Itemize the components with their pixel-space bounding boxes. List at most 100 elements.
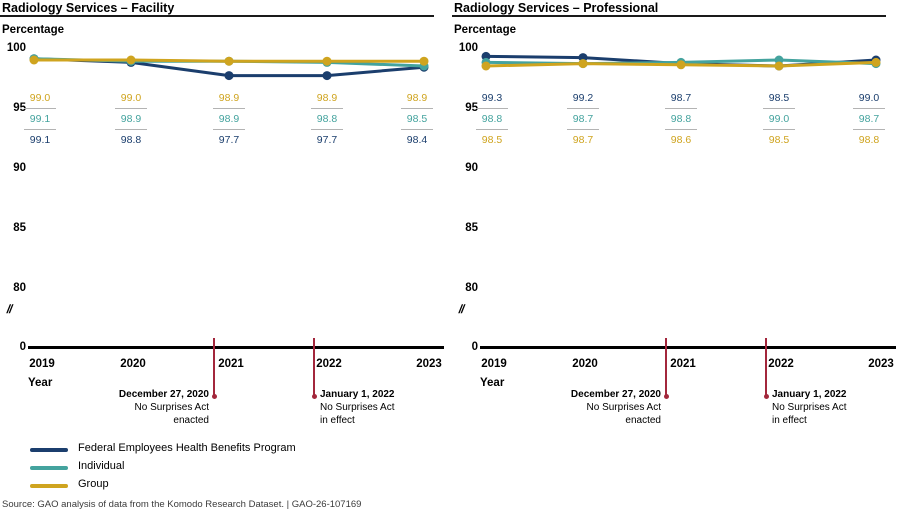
annotation-line xyxy=(313,338,315,396)
chart-title: Radiology Services – Facility xyxy=(2,1,175,15)
data-point-marker-group xyxy=(578,59,588,69)
annotation-date: January 1, 2022 xyxy=(772,389,847,400)
y-tick-label: 80 xyxy=(13,282,26,294)
annotation-dot xyxy=(763,394,769,399)
data-label-group: 98.7 xyxy=(572,134,594,146)
data-label-individual: 98.8 xyxy=(665,113,697,130)
data-label-individual: 99.0 xyxy=(763,113,795,130)
x-axis-line xyxy=(480,346,896,349)
data-label-column: 99.2 98.7 98.7 xyxy=(559,92,607,150)
y-tick-label: 80 xyxy=(465,282,478,294)
data-point-marker-group xyxy=(322,56,332,66)
data-label-group: 99.0 xyxy=(24,92,56,109)
data-point-marker-group xyxy=(224,56,234,66)
legend-label: Individual xyxy=(78,460,125,472)
data-point-marker-fehb xyxy=(224,71,234,81)
professional-chart: Radiology Services – Professional Percen… xyxy=(452,0,900,440)
y-axis-title: Percentage xyxy=(454,24,517,36)
data-label-fehb: 97.7 xyxy=(218,134,240,146)
x-tick-label: 2023 xyxy=(868,358,894,370)
data-label-column: 99.0 99.1 99.1 xyxy=(16,92,64,150)
data-label-individual: 98.7 xyxy=(853,113,885,130)
y-zero-label: 0 xyxy=(471,341,478,353)
data-label-column: 99.0 98.9 98.8 xyxy=(107,92,155,150)
data-label-group: 98.8 xyxy=(858,134,880,146)
annotation-text: January 1, 2022 No Surprises Act in effect xyxy=(320,388,470,427)
annotation-detail: No Surprises Act xyxy=(772,402,847,413)
x-tick-label: 2020 xyxy=(572,358,598,370)
source-line: Source: GAO analysis of data from the Ko… xyxy=(2,499,362,510)
data-label-group: 98.9 xyxy=(401,92,433,109)
data-point-marker-group xyxy=(871,57,881,67)
annotation-detail: enacted xyxy=(173,415,209,426)
data-label-fehb: 97.7 xyxy=(316,134,338,146)
y-tick-label: 90 xyxy=(465,162,478,174)
x-axis-title: Year xyxy=(28,377,53,389)
data-label-fehb: 98.8 xyxy=(120,134,142,146)
data-label-group: 98.5 xyxy=(481,134,503,146)
y-tick-label: 95 xyxy=(13,102,26,114)
data-point-marker-group xyxy=(676,60,686,70)
y-tick-label: 90 xyxy=(13,162,26,174)
data-label-fehb: 99.2 xyxy=(567,92,599,109)
annotation-detail: in effect xyxy=(320,415,355,426)
data-label-group: 98.9 xyxy=(213,92,245,109)
data-point-marker-group xyxy=(481,61,491,71)
data-label-individual: 98.8 xyxy=(476,113,508,130)
legend-swatch-group xyxy=(30,484,68,488)
data-point-marker-group xyxy=(774,61,784,71)
data-point-marker-group xyxy=(419,56,429,66)
data-label-group: 98.9 xyxy=(311,92,343,109)
annotation-detail: No Surprises Act xyxy=(320,402,395,413)
facility-chart: Radiology Services – Facility Percentage… xyxy=(0,0,448,440)
annotation-detail: No Surprises Act xyxy=(586,402,661,413)
y-tick-label: 95 xyxy=(465,102,478,114)
data-point-marker-fehb xyxy=(322,71,332,81)
data-label-individual: 98.8 xyxy=(311,113,343,130)
y-tick-label: 85 xyxy=(13,222,26,234)
x-axis-title: Year xyxy=(480,377,505,389)
x-axis-line xyxy=(28,346,444,349)
plot-area: 100 95 90 85 80//0 2019 2020 2021 2022 2023 99.0 99… xyxy=(0,0,448,440)
y-tick-label: 100 xyxy=(458,42,478,54)
data-label-column: 98.7 98.8 98.6 xyxy=(657,92,705,150)
data-label-fehb: 98.7 xyxy=(665,92,697,109)
data-label-group: 98.6 xyxy=(670,134,692,146)
x-tick-label: 2019 xyxy=(29,358,55,370)
data-label-individual: 98.5 xyxy=(401,113,433,130)
data-point-marker-group xyxy=(29,55,39,65)
annotation-date: December 27, 2020 xyxy=(570,389,661,400)
data-label-fehb: 99.1 xyxy=(29,134,51,146)
annotation-dot xyxy=(311,394,317,399)
y-tick-label: 100 xyxy=(6,42,26,54)
y-tick-label: 85 xyxy=(465,222,478,234)
series-canvas xyxy=(481,51,881,71)
annotation-dot xyxy=(211,394,217,399)
data-label-column: 99.3 98.8 98.5 xyxy=(468,92,516,150)
data-label-individual: 98.9 xyxy=(213,113,245,130)
y-zero-label: 0 xyxy=(19,341,26,353)
annotation-line xyxy=(765,338,767,396)
data-label-individual: 98.9 xyxy=(115,113,147,130)
data-label-column: 98.5 99.0 98.5 xyxy=(755,92,803,150)
legend-label: Federal Employees Health Benefits Progra… xyxy=(78,442,296,454)
data-label-column: 98.9 98.5 98.4 xyxy=(393,92,441,150)
x-tick-label: 2019 xyxy=(481,358,507,370)
annotation-detail: No Surprises Act xyxy=(134,402,209,413)
data-label-group: 99.0 xyxy=(115,92,147,109)
plot-area: 100 95 90 85 80//0 2019 2020 2021 2022 2023 99.3 98… xyxy=(452,0,900,440)
data-label-group: 98.5 xyxy=(768,134,790,146)
data-point-marker-group xyxy=(126,55,136,65)
annotation-date: December 27, 2020 xyxy=(118,389,209,400)
data-label-individual: 99.1 xyxy=(24,113,56,130)
data-label-column: 99.0 98.7 98.8 xyxy=(845,92,893,150)
x-tick-label: 2023 xyxy=(416,358,442,370)
data-label-column: 98.9 98.8 97.7 xyxy=(303,92,351,150)
title-rule xyxy=(0,15,434,17)
annotation-text: December 27, 2020 No Surprises Act enacted xyxy=(501,388,661,427)
annotation-text: December 27, 2020 No Surprises Act enacted xyxy=(49,388,209,427)
legend-label: Group xyxy=(78,478,109,490)
x-tick-label: 2020 xyxy=(120,358,146,370)
annotation-dot xyxy=(663,394,669,399)
chart-title: Radiology Services – Professional xyxy=(454,1,659,15)
